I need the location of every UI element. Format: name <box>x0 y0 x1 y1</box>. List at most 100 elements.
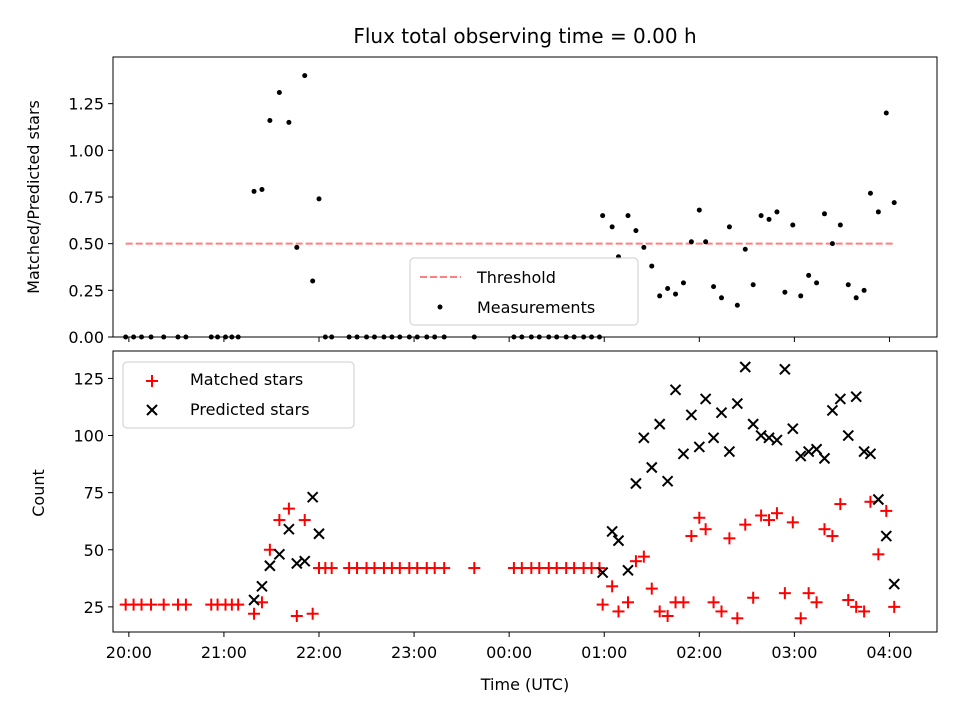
legend-measurements-swatch <box>437 304 443 310</box>
matched-stars-point <box>273 514 286 527</box>
predicted-stars-point <box>818 452 831 465</box>
predicted-stars-point <box>802 445 815 458</box>
matched-stars-point <box>438 562 451 575</box>
matched-stars-point <box>248 607 261 620</box>
predicted-stars-point <box>299 555 311 567</box>
predicted-stars-point <box>779 363 791 375</box>
predicted-stars-point <box>291 557 303 570</box>
measurement-point <box>798 293 804 299</box>
predicted-stars-point <box>653 418 666 430</box>
measurement-point <box>703 239 709 245</box>
top-chart-title: Flux total observing time = 0.00 h <box>353 24 696 48</box>
matched-stars-point <box>880 504 893 517</box>
matched-stars-point <box>693 511 706 524</box>
matched-stars-point <box>715 605 728 618</box>
matched-stars-point <box>707 596 720 609</box>
measurement-point <box>641 244 647 250</box>
matched-stars-point <box>723 532 736 545</box>
matched-stars-point <box>826 530 839 543</box>
predicted-stars-point <box>858 445 870 458</box>
matched-stars-point <box>864 495 877 508</box>
predicted-stars-point <box>693 441 706 453</box>
legend-predicted-label: Predicted stars <box>190 400 310 419</box>
measurement-point <box>790 222 796 228</box>
bottom-plot-marks <box>119 361 901 625</box>
predicted-stars-point <box>646 461 658 474</box>
top-y-ticks: 0.00 0.25 0.50 0.75 1.00 1.25 <box>68 95 113 347</box>
measurement-point <box>814 280 820 286</box>
measurement-point <box>806 272 812 278</box>
matched-stars-point <box>794 612 807 625</box>
measurement-point <box>875 209 881 215</box>
predicted-stars-point <box>313 528 325 540</box>
matched-stars-point <box>232 598 245 611</box>
matched-stars-point <box>637 550 650 563</box>
measurement-point <box>883 110 889 116</box>
bottom-x-tick-label: 21:00 <box>201 643 247 662</box>
matched-stars-point <box>731 612 744 625</box>
measurement-point <box>657 293 663 299</box>
predicted-stars-point <box>248 594 260 606</box>
matched-stars-point <box>818 523 831 536</box>
measurement-point <box>742 246 748 252</box>
top-y-tick-label: 0.50 <box>68 235 104 254</box>
top-y-tick-label: 0.25 <box>68 281 104 300</box>
predicted-stars-point <box>707 432 720 444</box>
predicted-stars-point <box>872 493 885 506</box>
measurement-point <box>758 213 764 219</box>
matched-stars-point <box>629 555 642 568</box>
matched-stars-point <box>645 582 658 595</box>
matched-stars-point <box>290 610 303 623</box>
matched-stars-point <box>810 596 823 609</box>
measurement-point <box>696 207 702 213</box>
matched-stars-point <box>606 580 619 593</box>
matched-stars-point <box>739 518 752 531</box>
predicted-stars-point <box>850 390 862 403</box>
bottom-x-tick-label: 02:00 <box>676 643 722 662</box>
predicted-stars-point <box>661 475 674 487</box>
measurement-point <box>821 211 827 217</box>
measurement-point <box>750 282 756 288</box>
predicted-stars-point <box>834 393 847 405</box>
matched-stars-point <box>872 548 885 561</box>
matched-stars-point <box>834 498 847 511</box>
top-x-ticks <box>128 337 890 342</box>
measurement-point <box>600 213 606 219</box>
legend-measurements-label: Measurements <box>477 298 595 317</box>
measurement-point <box>688 239 694 245</box>
matched-stars-point <box>661 610 674 623</box>
predicted-stars-point <box>622 564 634 577</box>
top-y-tick-label: 0.00 <box>68 328 104 347</box>
measurement-point <box>267 117 273 123</box>
bottom-y-ticks: 25 50 75 100 125 <box>73 369 113 617</box>
bottom-x-tick-label: 23:00 <box>391 643 437 662</box>
measurement-point <box>861 287 867 293</box>
predicted-stars-point <box>283 523 295 535</box>
predicted-stars-point <box>747 418 759 430</box>
predicted-stars-point <box>606 525 618 538</box>
matched-stars-point <box>763 514 776 527</box>
bottom-y-tick-label: 100 <box>73 427 104 446</box>
predicted-stars-point <box>256 580 268 593</box>
measurement-point <box>286 119 292 125</box>
matched-stars-point <box>653 605 666 618</box>
measurement-point <box>302 73 308 79</box>
legend-predicted-swatch <box>146 404 158 416</box>
top-plot-frame <box>112 56 938 338</box>
predicted-stars-point <box>787 422 799 435</box>
bottom-legend-box <box>122 361 355 429</box>
predicted-stars-point <box>880 530 892 542</box>
matched-stars-point <box>755 509 768 522</box>
measurement-point <box>734 302 740 308</box>
bottom-x-tick-label: 20:00 <box>106 643 152 662</box>
predicted-stars-point <box>795 450 807 462</box>
matched-stars-point <box>298 514 311 527</box>
matched-stars-point <box>325 562 338 575</box>
predicted-stars-point <box>864 448 877 460</box>
bottom-y-tick-label: 25 <box>84 598 104 617</box>
measurement-point <box>673 291 679 297</box>
matched-stars-point <box>786 516 799 529</box>
matched-stars-point <box>179 598 192 611</box>
matched-stars-point <box>468 562 481 575</box>
